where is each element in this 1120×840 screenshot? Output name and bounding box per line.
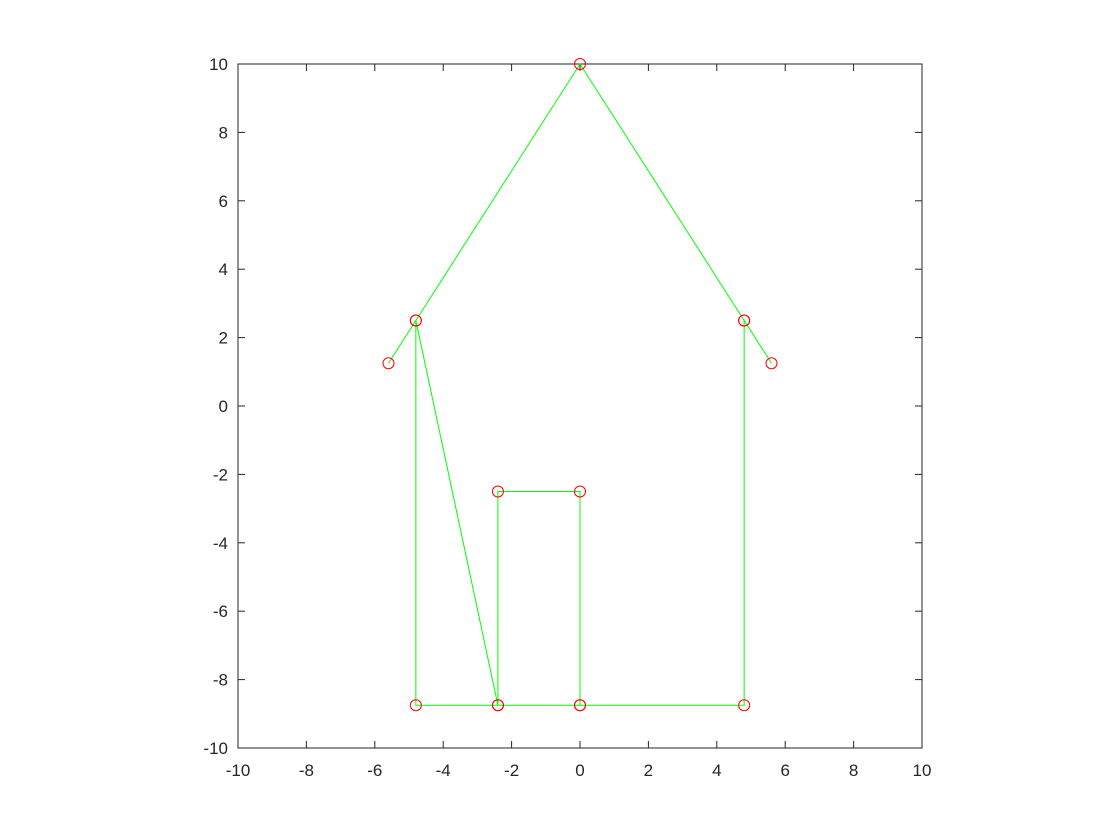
x-tick-label: 10 [913, 761, 932, 780]
y-tick-label: 2 [219, 329, 228, 348]
x-tick-label: -6 [367, 761, 382, 780]
data-point-marker [574, 485, 586, 498]
series-line [388, 63, 772, 706]
data-point-marker [738, 314, 751, 327]
x-tick-label: 0 [575, 761, 584, 780]
y-tick-labels: -10 -8 -6 -4 -2 0 2 4 6 8 10 [203, 55, 228, 758]
series-lines [388, 63, 772, 706]
data-point-marker [738, 699, 751, 712]
x-tick-label: 6 [780, 761, 789, 780]
y-tick-label: -4 [213, 534, 228, 553]
data-point-marker [409, 699, 422, 712]
x-tick-label: -10 [226, 761, 251, 780]
y-tick-label: 0 [219, 397, 228, 416]
axis-ticks [237, 63, 923, 749]
x-tick-label: -8 [299, 761, 314, 780]
x-tick-label: 2 [644, 761, 653, 780]
y-tick-label: -8 [213, 671, 228, 690]
x-tick-label: -4 [436, 761, 451, 780]
y-tick-label: 8 [219, 123, 228, 142]
y-tick-label: -10 [203, 739, 228, 758]
data-point-marker [491, 699, 504, 712]
x-tick-labels: -10 -8 -6 -4 -2 0 2 4 6 8 10 [226, 761, 932, 780]
data-point-marker [409, 314, 422, 327]
y-tick-label: -6 [213, 602, 228, 621]
data-point-marker [765, 357, 778, 370]
y-tick-label: 6 [219, 192, 228, 211]
y-tick-label: -2 [213, 465, 228, 484]
y-tick-label: 10 [209, 55, 228, 74]
data-point-marker [574, 58, 586, 70]
data-point-marker [574, 699, 586, 712]
x-tick-label: 4 [712, 761, 721, 780]
x-tick-label: -2 [504, 761, 519, 780]
series-markers [382, 58, 778, 712]
data-point-marker [382, 357, 395, 370]
y-tick-label: 4 [219, 260, 228, 279]
x-tick-label: 8 [849, 761, 858, 780]
data-point-marker [491, 485, 504, 498]
